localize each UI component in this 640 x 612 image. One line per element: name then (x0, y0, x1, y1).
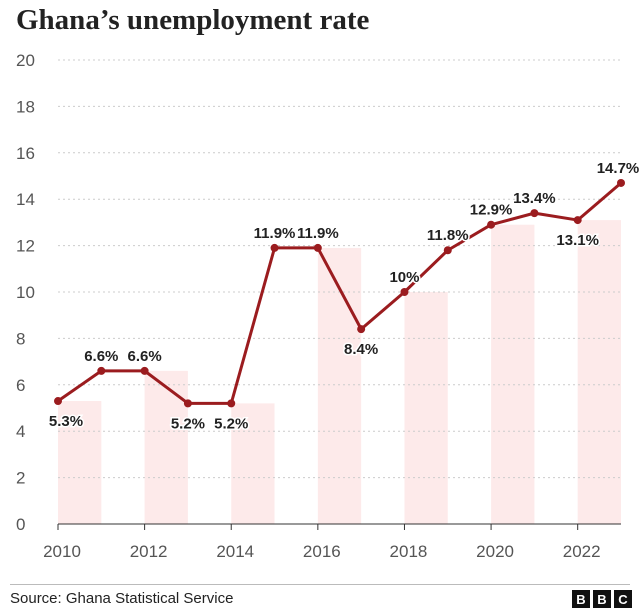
data-label: 11.8% (427, 227, 469, 244)
data-label: 8.4% (344, 341, 378, 358)
year-band (231, 403, 275, 524)
data-label: 11.9% (297, 225, 339, 242)
gridlines (58, 59, 621, 525)
y-tick-label: 18 (16, 97, 35, 116)
y-tick-label: 2 (16, 469, 25, 488)
logo-block: B (593, 590, 611, 608)
data-point (357, 325, 366, 334)
data-label: 13.4% (513, 190, 556, 207)
y-tick-label: 16 (16, 144, 35, 163)
data-point (270, 243, 279, 252)
data-label: 14.7% (597, 160, 640, 177)
y-tick-label: 8 (16, 329, 25, 348)
x-tick-label: 2010 (43, 542, 81, 561)
logo-block: B (572, 590, 590, 608)
data-point (54, 397, 62, 406)
data-point (183, 399, 192, 408)
data-point (573, 216, 582, 225)
data-point (313, 243, 322, 252)
y-axis-ticks: 0 2 4 6 8 10 12 14 16 18 20 (16, 51, 35, 534)
data-labels: 5.3% 6.6% 6.6% 5.2% 5.2% 11.9% 11.9% 8.4% 10% 11.… (47, 158, 640, 433)
y-tick-label: 0 (16, 515, 25, 534)
data-label: 10% (389, 269, 419, 286)
logo-block: C (614, 590, 632, 608)
data-label: 5.2% (214, 415, 248, 432)
year-band (144, 370, 188, 524)
y-tick-label: 6 (16, 376, 25, 395)
data-point (443, 246, 452, 255)
y-tick-label: 20 (16, 51, 35, 70)
year-band (58, 401, 102, 524)
data-point (227, 399, 236, 408)
x-tick-label: 2014 (216, 542, 254, 561)
year-band (491, 224, 535, 524)
data-label: 13.1% (556, 232, 599, 249)
data-label: 5.2% (171, 415, 205, 432)
source-note: Source: Ghana Statistical Service (10, 590, 234, 607)
data-label: 12.9% (470, 202, 513, 219)
x-tick-label: 2012 (130, 542, 168, 561)
data-point (400, 288, 409, 296)
data-label: 11.9% (254, 225, 296, 242)
y-tick-label: 14 (16, 190, 35, 209)
year-band (404, 292, 448, 524)
x-tick-label: 2020 (476, 542, 514, 561)
y-tick-label: 12 (16, 237, 35, 256)
x-tick-label: 2018 (390, 542, 428, 561)
data-points (54, 178, 625, 408)
chart-title: Ghana’s unemployment rate (16, 4, 370, 36)
data-point (487, 220, 496, 229)
data-point (617, 178, 625, 187)
footer-divider (10, 584, 630, 585)
bbc-logo: B B C (572, 590, 632, 608)
y-tick-label: 4 (16, 422, 25, 441)
data-point (530, 209, 539, 218)
data-label: 6.6% (128, 348, 162, 365)
data-point (97, 366, 106, 375)
data-label: 6.6% (84, 348, 118, 365)
x-axis-ticks: 2010 2012 2014 2016 2018 2020 2022 (43, 524, 601, 561)
series-line (57, 181, 622, 405)
year-band (577, 220, 621, 524)
data-label: 5.3% (49, 413, 83, 430)
series-unemployment (57, 181, 622, 405)
data-point (140, 366, 149, 375)
x-tick-label: 2022 (563, 542, 601, 561)
y-tick-label: 10 (16, 283, 35, 302)
x-tick-label: 2016 (303, 542, 341, 561)
